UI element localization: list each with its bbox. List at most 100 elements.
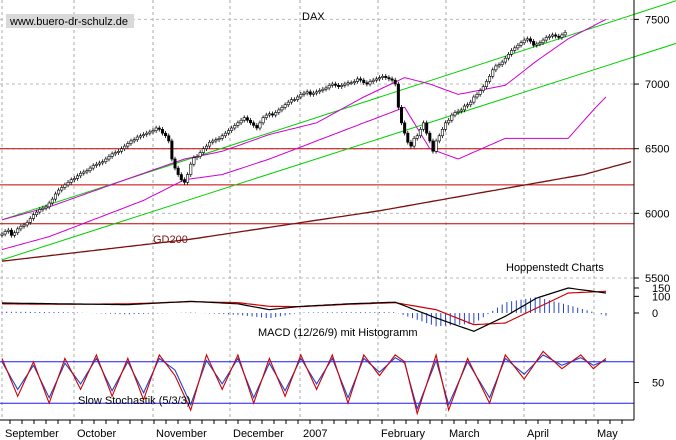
candle-body: [308, 91, 312, 95]
stoch-k-line: [1, 350, 607, 416]
candle-body: [362, 79, 366, 84]
macd-line: [2, 287, 607, 332]
candle-body: [126, 143, 130, 147]
candle-body: [19, 225, 23, 230]
candle-body: [466, 104, 470, 107]
candle-body: [60, 187, 64, 191]
candle-body: [412, 138, 416, 147]
candle-body: [481, 86, 485, 91]
candle-body: [431, 140, 435, 152]
candle-body: [132, 139, 136, 142]
candle-body: [277, 109, 281, 113]
candle-body: [346, 82, 350, 85]
price-panel: [0, 0, 676, 262]
candle-body: [211, 140, 215, 143]
candle-body: [135, 136, 139, 140]
candle-body: [522, 39, 526, 43]
candle-body: [47, 202, 51, 208]
candle-body: [554, 34, 558, 37]
candle-body: [330, 83, 334, 86]
bollinger-lower: [1, 96, 607, 251]
candle-body: [371, 79, 375, 82]
candle-body: [456, 110, 460, 113]
candle-body: [318, 90, 322, 93]
candle-body: [116, 150, 120, 153]
candle-body: [6, 229, 10, 232]
candle-body: [503, 57, 507, 63]
candle-body: [516, 44, 520, 49]
candle-body: [233, 125, 237, 129]
candle-body: [72, 178, 76, 181]
candle-body: [415, 135, 419, 139]
channel-lower-line: [1, 42, 676, 261]
candle-body: [120, 148, 124, 152]
candle-body: [9, 229, 13, 236]
macd-tick-label-0: 150: [652, 283, 670, 295]
candle-body: [280, 107, 284, 111]
candle-body: [535, 43, 539, 46]
candle-body: [352, 81, 356, 84]
source-label: Hoppenstedt Charts: [506, 262, 604, 274]
candle-body: [192, 157, 196, 165]
stochastic-panel: [0, 350, 634, 416]
candle-body: [160, 129, 164, 134]
candle-body: [560, 34, 564, 38]
candle-body: [214, 139, 218, 142]
candle-body: [264, 114, 268, 118]
candle-body: [286, 101, 290, 106]
candle-body: [110, 153, 114, 157]
candle-body: [252, 122, 256, 126]
candle-body: [494, 65, 498, 71]
candle-body: [437, 135, 441, 142]
candle-body: [50, 198, 54, 204]
month-label-5: February: [381, 428, 426, 440]
candle-body: [472, 96, 476, 103]
candle-body: [22, 224, 26, 227]
candle-body: [242, 117, 246, 121]
candle-body: [258, 122, 262, 129]
candle-body: [333, 83, 337, 86]
candle-body: [245, 117, 249, 121]
candle-body: [201, 148, 205, 153]
candle-body: [299, 94, 303, 98]
candle-body: [255, 125, 259, 129]
candle-body: [123, 145, 127, 149]
candle-body: [13, 232, 17, 236]
candle-body: [321, 88, 325, 91]
candle-body: [374, 78, 378, 81]
candle-body: [547, 35, 551, 38]
candle-body: [164, 132, 168, 137]
candle-body: [28, 218, 32, 223]
chart-title: DAX: [302, 11, 325, 23]
candle-body: [173, 158, 177, 169]
candle-body: [44, 206, 48, 209]
candle-body: [179, 174, 183, 181]
watermark-box: [6, 14, 134, 28]
candle-body: [101, 161, 105, 164]
candle-body: [459, 109, 463, 112]
candle-body: [274, 112, 278, 116]
candle-body: [107, 156, 111, 160]
candle-body: [63, 184, 67, 188]
candle-body: [497, 64, 501, 67]
stoch-tick-label-0: 50: [652, 378, 664, 390]
candle-body: [311, 92, 315, 95]
candle-body: [434, 140, 438, 152]
price-tick-label-4: 7500: [645, 14, 669, 26]
candle-body: [138, 135, 142, 138]
price-tick-label-0: 5500: [645, 273, 669, 285]
candle-body: [189, 163, 193, 175]
price-tick-label-3: 7000: [645, 79, 669, 91]
candle-body: [0, 233, 4, 236]
candle-body: [444, 122, 448, 130]
macd-tick-label-1: 100: [652, 291, 670, 303]
candle-body: [41, 207, 45, 210]
candle-body: [25, 222, 29, 226]
candle-body: [226, 130, 230, 134]
candle-body: [519, 42, 523, 46]
candle-body: [38, 209, 42, 213]
stochastic-label: Slow Stochastik (5/3/3): [78, 395, 191, 407]
candle-body: [223, 132, 227, 137]
